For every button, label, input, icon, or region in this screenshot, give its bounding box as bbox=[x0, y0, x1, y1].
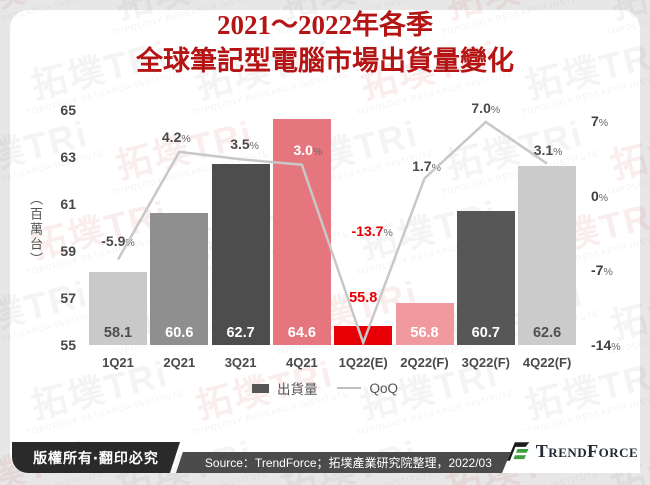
right-axis-tick: -14% bbox=[591, 337, 621, 353]
bar-value-label: 62.7 bbox=[226, 325, 255, 341]
bar-value-label: 60.7 bbox=[471, 325, 500, 341]
qoq-value-label: 1.7% bbox=[412, 157, 441, 174]
category-label-3Q22(F): 3Q22(F) bbox=[461, 355, 510, 370]
legend-line-label: QoQ bbox=[369, 380, 398, 396]
qoq-value-label: 3.1% bbox=[533, 141, 563, 158]
category-label-3Q21: 3Q21 bbox=[224, 355, 257, 370]
legend-bar-label: 出貨量 bbox=[276, 382, 318, 397]
legend-line-swatch bbox=[337, 387, 362, 389]
category-label-2Q21: 2Q21 bbox=[163, 355, 196, 370]
qoq-value-label: 3.5% bbox=[230, 136, 259, 153]
category-label-1Q22(E): 1Q22(E) bbox=[338, 355, 388, 370]
category-label-4Q22(F): 4Q22(F) bbox=[522, 355, 572, 370]
bar-value-label: 56.8 bbox=[410, 325, 439, 341]
category-label-4Q21: 4Q21 bbox=[285, 355, 318, 370]
chart-legend: 出貨量 QoQ bbox=[0, 378, 650, 398]
left-axis-tick: 63 bbox=[60, 149, 76, 165]
bar-value-label: 58.1 bbox=[103, 325, 133, 341]
left-axis-tick: 65 bbox=[60, 102, 76, 118]
bar-value-label: 55.8 bbox=[349, 290, 378, 307]
left-axis-tick: 57 bbox=[60, 290, 76, 306]
qoq-value-label: 7.0% bbox=[471, 100, 501, 116]
left-axis-tick: 55 bbox=[60, 337, 76, 353]
qoq-value-label: -13.7% bbox=[351, 222, 393, 239]
chart-title-line1: 2021～2022年各季 bbox=[217, 10, 433, 40]
bar-value-label: 62.6 bbox=[532, 325, 562, 341]
right-axis-tick: 7% bbox=[591, 113, 609, 129]
legend-bar-swatch bbox=[251, 383, 269, 393]
category-label-2Q22(F): 2Q22(F) bbox=[400, 355, 449, 370]
bar-1Q22(E) bbox=[334, 326, 393, 345]
qoq-value-label: -5.9% bbox=[101, 232, 135, 249]
qoq-value-label: 4.2% bbox=[161, 128, 191, 145]
left-axis-tick: 61 bbox=[60, 196, 76, 212]
bar-value-label: 64.6 bbox=[287, 325, 316, 341]
bar-4Q22(F) bbox=[518, 166, 577, 345]
right-axis-tick: -7% bbox=[591, 262, 613, 279]
category-label-1Q21: 1Q21 bbox=[102, 355, 134, 370]
chart-title-line2: 全球筆記型電腦市場出貨量變化 bbox=[136, 45, 514, 76]
right-axis-tick: 0% bbox=[591, 187, 609, 204]
bar-3Q21 bbox=[211, 164, 270, 345]
chart-title: 2021～2022年各季 全球筆記型電腦市場出貨量變化 bbox=[0, 8, 650, 79]
bar-value-label: 60.6 bbox=[165, 325, 194, 341]
left-axis-tick: 59 bbox=[60, 243, 76, 259]
y-axis-unit-label: （百萬台） bbox=[28, 192, 43, 267]
qoq-value-label: 3.0% bbox=[293, 141, 323, 158]
